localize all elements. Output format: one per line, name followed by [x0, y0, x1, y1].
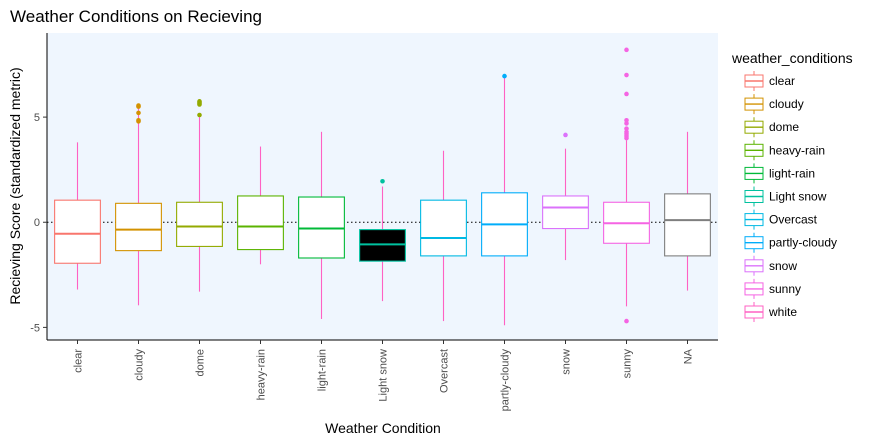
legend-label: cloudy [769, 97, 804, 111]
y-tick-label: -5 [30, 322, 40, 334]
legend-label: clear [769, 74, 795, 88]
outlier-point [380, 178, 385, 184]
chart-title: Weather Conditions on Recieving [10, 7, 262, 26]
legend-title: weather_conditions [731, 50, 853, 66]
outlier-point [624, 129, 629, 135]
legend-items: clear cloudy dome heavy-rain light-rain Light… [744, 71, 837, 322]
outlier-point [624, 47, 629, 53]
box-body [298, 196, 345, 259]
box-body [115, 202, 162, 252]
legend-label: light-rain [769, 166, 815, 180]
outlier-point [197, 99, 202, 104]
legend-label: heavy-rain [769, 143, 825, 157]
boxes-layer [54, 47, 711, 326]
x-axis-title: Weather Condition [325, 420, 441, 436]
outlier-point [136, 110, 141, 116]
x-tick-label: sunny [622, 349, 634, 379]
x-tick-label: clear [73, 349, 85, 373]
box-heavy-rain [237, 146, 284, 265]
legend-label: sunny [769, 282, 801, 296]
outlier-point [624, 121, 629, 126]
outlier-point [136, 103, 141, 108]
x-tick-label: cloudy [134, 349, 146, 381]
legend-label: Overcast [769, 213, 818, 227]
box-cloudy [115, 103, 162, 306]
legend-item-light-rain: light-rain [744, 163, 815, 184]
outlier-point [502, 73, 507, 79]
legend-item-sunny: sunny [744, 278, 801, 299]
legend-label: partly-cloudy [769, 236, 837, 250]
legend-label: Light snow [769, 190, 827, 204]
y-tick-label: 0 [34, 217, 40, 229]
outlier-point [624, 318, 629, 324]
legend-item-overcast: Overcast [744, 209, 818, 230]
outlier-point [197, 112, 202, 118]
box-body [664, 193, 711, 257]
legend-label: snow [769, 259, 797, 273]
x-tick-label: light-rain [317, 349, 329, 391]
box-body [542, 195, 589, 230]
legend-item-light-snow: Light snow [744, 186, 827, 207]
x-tick-label: dome [195, 349, 207, 377]
box-body [176, 201, 223, 247]
x-tick-label: snow [561, 349, 573, 375]
box-na [664, 131, 711, 291]
outlier-point [624, 117, 629, 123]
box-body [54, 199, 101, 264]
outlier-point [624, 72, 629, 78]
box-body [420, 199, 467, 257]
box-partly-cloudy [481, 73, 528, 326]
box-light-snow [359, 178, 406, 302]
legend-item-clear: clear [744, 71, 795, 91]
box-clear [54, 142, 101, 290]
outlier-point [624, 126, 629, 131]
legend-item-white: white [744, 302, 797, 322]
legend-item-heavy-rain: heavy-rain [744, 140, 825, 161]
outlier-point [563, 132, 568, 138]
x-tick-label: NA [683, 348, 695, 364]
x-tick-label: heavy-rain [256, 349, 268, 400]
box-light-rain [298, 131, 345, 319]
box-body [359, 229, 406, 262]
legend-label: dome [769, 120, 799, 134]
box-overcast [420, 150, 467, 322]
y-axis-title: Recieving Score (standardized metric) [7, 67, 23, 304]
outlier-point [136, 117, 141, 123]
box-dome [176, 99, 223, 292]
legend-item-dome: dome [744, 117, 799, 138]
y-tick-label: 5 [34, 112, 40, 124]
legend-item-cloudy: cloudy [744, 94, 804, 115]
x-tick-label: Overcast [439, 349, 451, 393]
axes-layer: -5 0 5 clear cloudy dome heavy-rain light-rain L… [30, 33, 718, 411]
outlier-point [624, 91, 629, 97]
box-snow [542, 132, 589, 261]
x-tick-label: partly-cloudy [500, 349, 512, 412]
legend: weather_conditions clear cloudy dome heavy-… [731, 50, 853, 322]
legend-item-partly-cloudy: partly-cloudy [744, 232, 837, 253]
legend-item-snow: snow [744, 255, 797, 276]
box-body [237, 195, 284, 251]
box-sunny [603, 47, 650, 324]
x-tick-label: Light snow [378, 349, 390, 402]
legend-label: white [768, 305, 797, 319]
